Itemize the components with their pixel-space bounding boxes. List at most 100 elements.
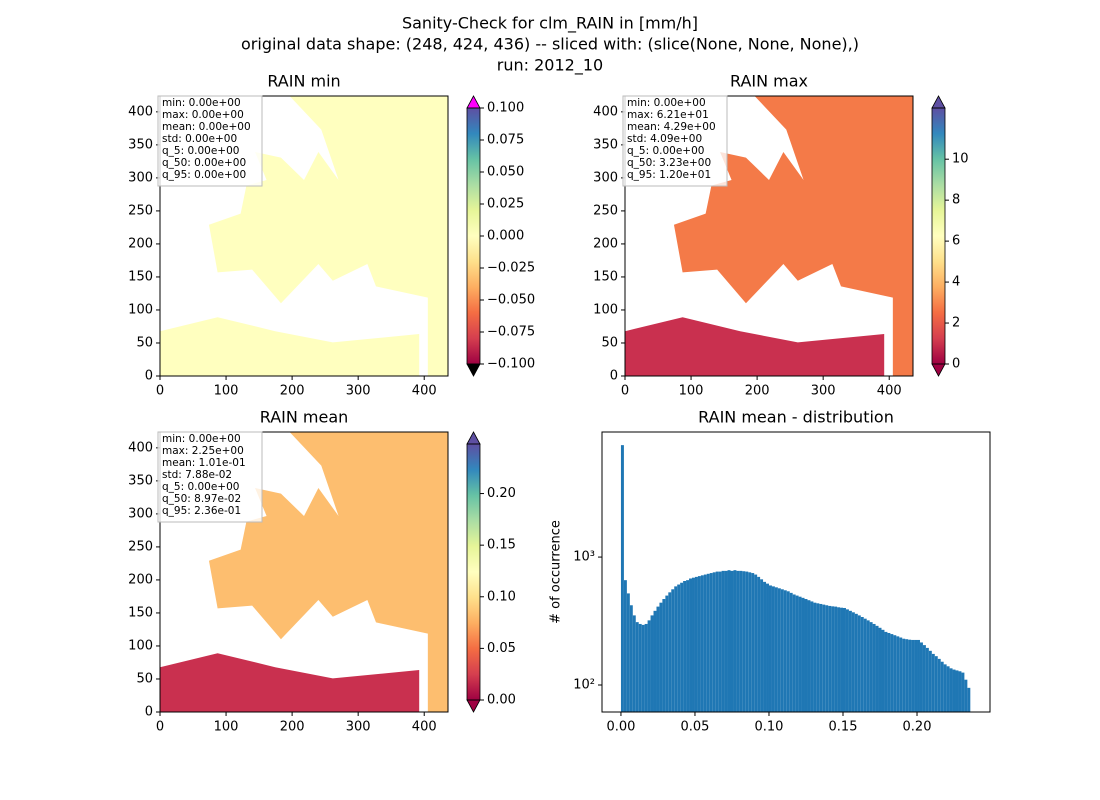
histogram-bar — [958, 671, 962, 712]
histogram-bar — [623, 580, 627, 712]
colorbar-tick-label: 0.10 — [487, 589, 516, 604]
stats-box — [157, 431, 263, 523]
y-tick-label: 150 — [128, 605, 153, 620]
histogram-bar — [937, 658, 941, 712]
stats-line: q_95: 1.20e+01 — [627, 169, 711, 181]
histogram-bar — [665, 595, 669, 712]
histogram-bar — [766, 583, 769, 712]
x-tick-label: 100 — [214, 384, 239, 399]
histogram-bar — [851, 612, 855, 712]
histogram-bar — [801, 597, 805, 712]
y-tick-label: 10² — [573, 677, 595, 692]
histogram-bar — [931, 653, 935, 712]
y-tick-label: 250 — [593, 203, 618, 218]
histogram-bar — [709, 573, 713, 712]
colorbar-tick-label: 0.00 — [487, 693, 516, 708]
histogram-bar — [641, 624, 645, 712]
histogram-bar — [964, 679, 968, 712]
histogram-bar — [928, 650, 932, 712]
histogram-bar — [715, 571, 719, 712]
histogram-bar — [949, 668, 953, 712]
histogram-bar — [911, 639, 915, 712]
suptitle: run: 2012_10 — [497, 56, 603, 76]
histogram-bar — [700, 575, 704, 712]
histogram-bar — [866, 620, 870, 712]
stats-line: q_95: 2.36e-01 — [162, 505, 241, 517]
histogram-bar — [946, 666, 950, 712]
y-tick-label: 50 — [136, 671, 153, 686]
axes-frame — [159, 95, 449, 377]
colorbar — [467, 444, 480, 700]
x-tick-label: 300 — [346, 720, 371, 735]
y-tick-label: 200 — [128, 572, 153, 587]
histogram-bar — [671, 589, 675, 712]
histogram-bar — [863, 618, 867, 712]
histogram-bar — [952, 669, 956, 712]
stats-line: q_95: 0.00e+00 — [162, 169, 246, 181]
histogram-bar — [745, 571, 749, 712]
histogram-bar — [768, 585, 772, 712]
histogram-bar — [884, 631, 888, 712]
histogram-bar — [834, 606, 838, 712]
histogram-bar — [967, 687, 971, 712]
axes-title: RAIN min — [267, 72, 340, 91]
y-tick-label: 250 — [128, 203, 153, 218]
x-tick-label: 0.15 — [829, 720, 858, 735]
colorbar-tick-label: 0.100 — [487, 101, 524, 116]
histogram-bar — [662, 599, 666, 712]
histogram-bar — [807, 600, 811, 712]
y-tick-label: 150 — [593, 269, 618, 284]
y-tick-label: 0 — [145, 369, 153, 384]
axes-frame — [159, 431, 449, 713]
stats-line: q_5: 0.00e+00 — [162, 145, 239, 157]
histogram-bar — [786, 591, 790, 712]
colorbar-extend-bottom — [466, 363, 481, 377]
colorbar-tick-label: −0.100 — [487, 357, 535, 372]
axes-title: RAIN max — [730, 72, 808, 91]
stats-line: q_5: 0.00e+00 — [627, 145, 704, 157]
histogram-bar — [647, 620, 651, 712]
histogram-bar — [692, 577, 695, 712]
histogram-bar — [961, 672, 965, 712]
map-land — [208, 432, 448, 712]
histogram-bar — [757, 576, 761, 712]
histogram-bar — [878, 627, 882, 712]
histogram-bar — [668, 592, 672, 712]
stats-box — [622, 95, 728, 187]
stats-line: mean: 0.00e+00 — [162, 121, 251, 133]
histogram-bar — [727, 570, 731, 712]
stats-line: q_50: 0.00e+00 — [162, 157, 246, 169]
y-axis-label: # of occurrence — [549, 520, 564, 624]
stats-line: q_50: 3.23e+00 — [627, 157, 711, 169]
histogram-bar — [632, 615, 636, 712]
stats-box — [157, 95, 263, 187]
stats-line: max: 6.21e+01 — [627, 109, 709, 121]
colorbar-tick-label: 0.050 — [487, 165, 524, 180]
stats-line: min: 0.00e+00 — [162, 97, 241, 109]
y-tick-label: 50 — [601, 335, 618, 350]
stats-line: std: 0.00e+00 — [162, 133, 237, 145]
histogram-bar — [724, 570, 728, 712]
histogram-bar — [816, 603, 820, 712]
colorbar-tick-label: −0.025 — [487, 261, 535, 276]
histogram-bar — [943, 664, 947, 712]
x-tick-label: 0.20 — [903, 720, 932, 735]
histogram-bar — [825, 605, 829, 712]
histogram-bar — [893, 635, 897, 712]
histogram-bar — [875, 625, 879, 712]
axes-title: RAIN mean — [260, 408, 349, 427]
y-tick-label: 100 — [128, 302, 153, 317]
colorbar-tick-label: −0.075 — [487, 325, 535, 340]
histogram-bar — [629, 605, 633, 712]
histogram-bar — [792, 594, 796, 712]
map-land — [673, 96, 913, 376]
axes-frame — [601, 431, 991, 713]
histogram-bar — [857, 615, 861, 712]
histogram-bar — [955, 670, 959, 712]
histogram-bar — [763, 581, 767, 712]
histogram-bar — [810, 601, 814, 712]
stats-line: q_5: 0.00e+00 — [162, 481, 239, 493]
histogram-bar — [822, 604, 826, 712]
histogram-bar — [914, 639, 918, 712]
histogram-bar — [798, 596, 802, 712]
